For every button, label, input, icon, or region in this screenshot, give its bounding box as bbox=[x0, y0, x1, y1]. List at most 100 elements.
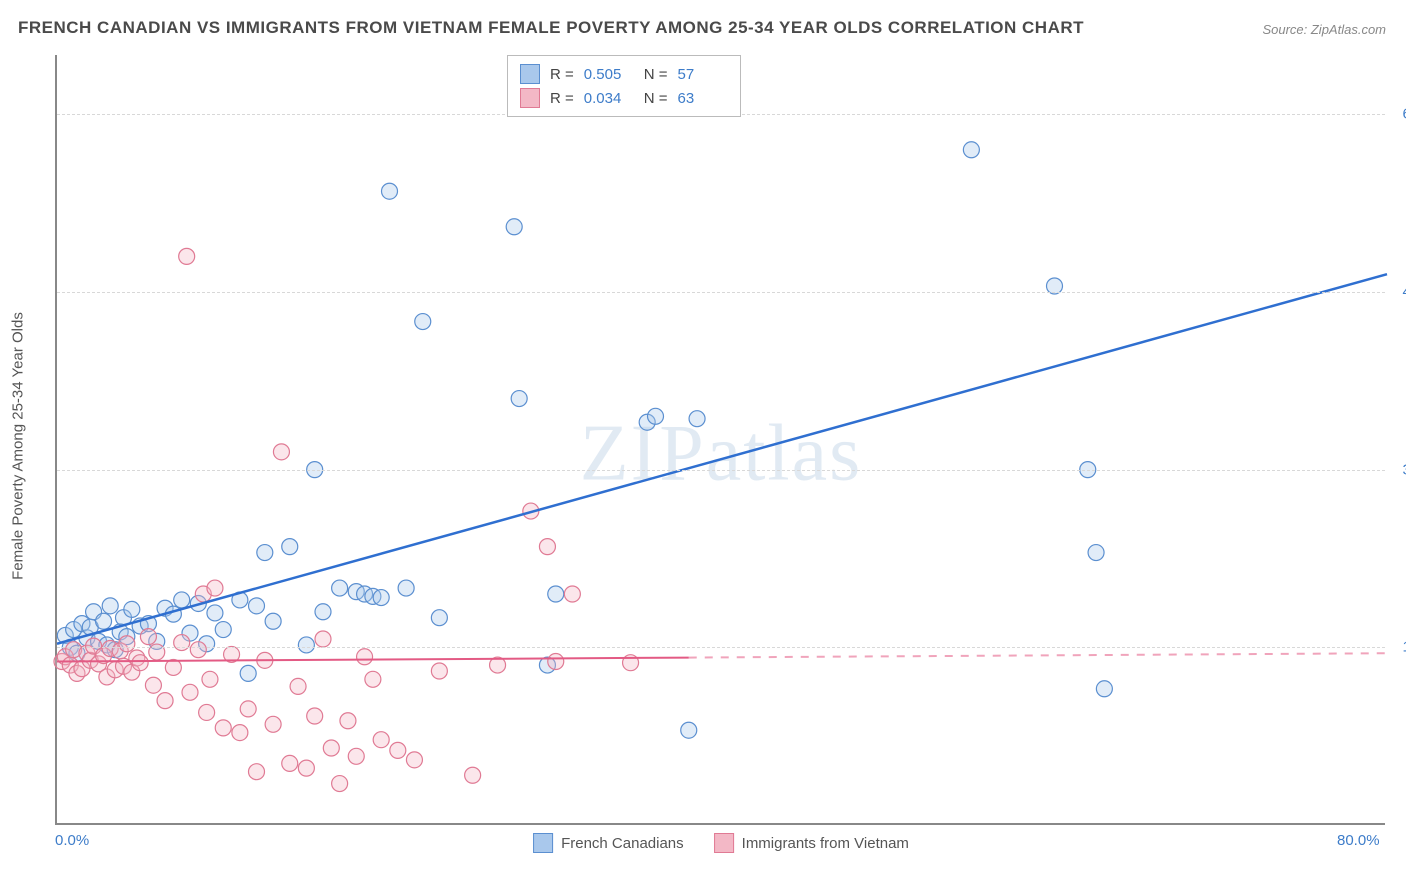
data-point bbox=[307, 708, 323, 724]
gridline bbox=[57, 292, 1385, 293]
data-point bbox=[648, 408, 664, 424]
data-point bbox=[182, 684, 198, 700]
data-point bbox=[415, 314, 431, 330]
legend-n-value: 57 bbox=[678, 66, 728, 83]
data-point bbox=[240, 701, 256, 717]
source-attribution: Source: ZipAtlas.com bbox=[1262, 22, 1386, 37]
data-point bbox=[132, 655, 148, 671]
data-point bbox=[564, 586, 580, 602]
data-point bbox=[298, 637, 314, 653]
legend-row: R = 0.505 N = 57 bbox=[520, 62, 728, 86]
legend-swatch bbox=[520, 64, 540, 84]
x-tick-label: 80.0% bbox=[1337, 832, 1380, 849]
data-point bbox=[332, 776, 348, 792]
data-point bbox=[298, 760, 314, 776]
data-point bbox=[681, 722, 697, 738]
data-point bbox=[249, 764, 265, 780]
chart-canvas bbox=[57, 55, 1385, 823]
data-point bbox=[315, 604, 331, 620]
data-point bbox=[506, 219, 522, 235]
data-point bbox=[265, 716, 281, 732]
data-point bbox=[96, 613, 112, 629]
data-point bbox=[257, 545, 273, 561]
data-point bbox=[199, 704, 215, 720]
data-point bbox=[1088, 545, 1104, 561]
data-point bbox=[357, 649, 373, 665]
legend-item: Immigrants from Vietnam bbox=[714, 833, 909, 853]
data-point bbox=[398, 580, 414, 596]
data-point bbox=[431, 663, 447, 679]
data-point bbox=[282, 755, 298, 771]
legend-r-label: R = bbox=[550, 90, 574, 107]
legend-n-label: N = bbox=[644, 66, 668, 83]
data-point bbox=[340, 713, 356, 729]
data-point bbox=[215, 720, 231, 736]
data-point bbox=[207, 580, 223, 596]
data-point bbox=[390, 742, 406, 758]
data-point bbox=[179, 248, 195, 264]
data-point bbox=[145, 677, 161, 693]
x-tick-label: 0.0% bbox=[55, 832, 89, 849]
trend-line bbox=[57, 274, 1387, 644]
data-point bbox=[1096, 681, 1112, 697]
y-tick-label: 45.0% bbox=[1390, 283, 1406, 300]
legend-r-value: 0.505 bbox=[584, 66, 634, 83]
data-point bbox=[215, 622, 231, 638]
legend-row: R = 0.034 N = 63 bbox=[520, 86, 728, 110]
y-tick-label: 15.0% bbox=[1390, 639, 1406, 656]
data-point bbox=[382, 183, 398, 199]
data-point bbox=[511, 391, 527, 407]
trend-line-extrapolated bbox=[689, 653, 1387, 657]
legend-n-label: N = bbox=[644, 90, 668, 107]
data-point bbox=[315, 631, 331, 647]
data-point bbox=[157, 693, 173, 709]
legend-swatch bbox=[714, 833, 734, 853]
plot-area: ZIPatlas R =0.505N =57R =0.034N =63 15.0… bbox=[55, 55, 1385, 825]
data-point bbox=[265, 613, 281, 629]
data-point bbox=[174, 592, 190, 608]
data-point bbox=[165, 659, 181, 675]
data-point bbox=[282, 539, 298, 555]
legend-swatch bbox=[533, 833, 553, 853]
legend-n-value: 63 bbox=[678, 90, 728, 107]
data-point bbox=[102, 598, 118, 614]
data-point bbox=[373, 590, 389, 606]
legend-r-value: 0.034 bbox=[584, 90, 634, 107]
legend-r-label: R = bbox=[550, 66, 574, 83]
data-point bbox=[232, 725, 248, 741]
data-point bbox=[548, 654, 564, 670]
data-point bbox=[202, 671, 218, 687]
data-point bbox=[431, 610, 447, 626]
series-legend: French Canadians Immigrants from Vietnam bbox=[533, 833, 909, 853]
data-point bbox=[548, 586, 564, 602]
data-point bbox=[689, 411, 705, 427]
data-point bbox=[124, 601, 140, 617]
y-tick-label: 30.0% bbox=[1390, 461, 1406, 478]
gridline bbox=[57, 470, 1385, 471]
data-point bbox=[332, 580, 348, 596]
data-point bbox=[365, 671, 381, 687]
correlation-legend: R = 0.505 N = 57 R = 0.034 N = 63 bbox=[507, 55, 741, 117]
data-point bbox=[207, 605, 223, 621]
legend-label: Immigrants from Vietnam bbox=[742, 835, 909, 852]
chart-title: FRENCH CANADIAN VS IMMIGRANTS FROM VIETN… bbox=[18, 18, 1084, 38]
data-point bbox=[140, 629, 156, 645]
legend-item: French Canadians bbox=[533, 833, 684, 853]
data-point bbox=[348, 748, 364, 764]
gridline bbox=[57, 647, 1385, 648]
data-point bbox=[273, 444, 289, 460]
data-point bbox=[465, 767, 481, 783]
data-point bbox=[249, 598, 265, 614]
data-point bbox=[539, 539, 555, 555]
data-point bbox=[119, 636, 135, 652]
y-axis-label: Female Poverty Among 25-34 Year Olds bbox=[10, 312, 27, 580]
data-point bbox=[963, 142, 979, 158]
data-point bbox=[290, 678, 306, 694]
data-point bbox=[373, 732, 389, 748]
legend-swatch bbox=[520, 88, 540, 108]
legend-label: French Canadians bbox=[561, 835, 684, 852]
data-point bbox=[240, 665, 256, 681]
data-point bbox=[406, 752, 422, 768]
data-point bbox=[323, 740, 339, 756]
y-tick-label: 60.0% bbox=[1390, 106, 1406, 123]
